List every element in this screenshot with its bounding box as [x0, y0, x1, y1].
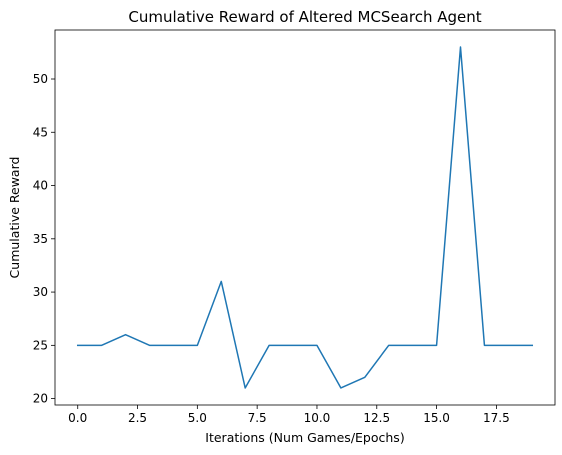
x-axis-ticks: 0.0 2.5 5.0 7.5 10.0 12.5 15.0 17.5	[68, 405, 510, 425]
x-tick-label: 12.5	[363, 411, 390, 425]
x-tick-label: 5.0	[188, 411, 207, 425]
y-tick-label: 20	[33, 392, 48, 406]
y-axis-ticks: 20 25 30 35 40 45 50	[33, 72, 55, 406]
y-tick-label: 30	[33, 285, 48, 299]
y-tick-label: 25	[33, 338, 48, 352]
x-tick-label: 17.5	[483, 411, 510, 425]
x-tick-label: 0.0	[68, 411, 87, 425]
x-tick-label: 10.0	[304, 411, 331, 425]
y-axis-label: Cumulative Reward	[7, 157, 22, 279]
x-axis-label: Iterations (Num Games/Epochs)	[205, 430, 404, 445]
y-tick-label: 50	[33, 72, 48, 86]
chart-title: Cumulative Reward of Altered MCSearch Ag…	[128, 8, 481, 26]
x-tick-label: 15.0	[423, 411, 450, 425]
y-tick-label: 40	[33, 179, 48, 193]
x-tick-label: 2.5	[128, 411, 147, 425]
y-tick-label: 35	[33, 232, 48, 246]
series-line	[76, 46, 534, 389]
series-layer	[76, 46, 534, 389]
x-tick-label: 7.5	[248, 411, 267, 425]
y-tick-label: 45	[33, 125, 48, 139]
plot-area-frame	[54, 29, 556, 406]
